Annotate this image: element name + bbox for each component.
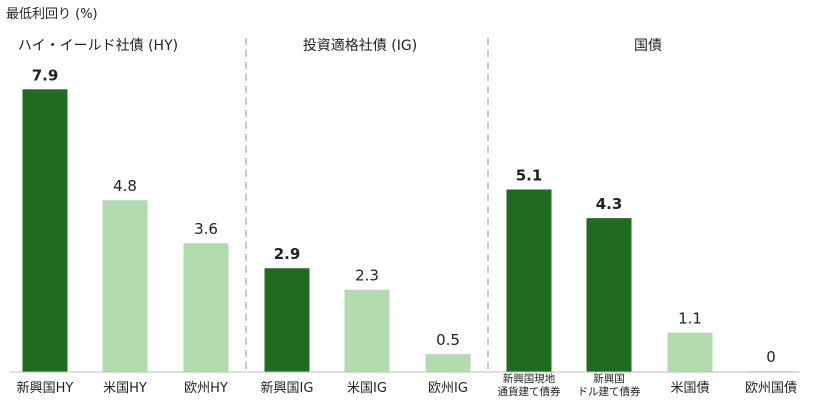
data-label: 2.9 [274,245,301,263]
data-label: 0 [766,348,776,366]
bar [506,189,552,372]
bar [586,218,632,372]
bar [183,243,229,372]
bar [102,200,148,372]
bar [264,268,310,372]
data-label: 2.3 [355,267,379,285]
category-label: 新興国ドル建て債券 [578,372,641,398]
category-label: 欧州IG [428,381,468,396]
data-label: 0.5 [436,331,460,349]
data-label: 7.9 [32,66,59,84]
group-title: 投資適格社債 (IG) [303,37,417,54]
category-label: 新興国HY [17,380,74,396]
category-label: 米国IG [347,381,387,396]
data-label: 5.1 [516,167,543,185]
data-label: 4.8 [113,177,137,195]
category-label: 新興国現地通貨建て債券 [498,372,561,398]
data-label: 1.1 [678,310,702,328]
category-label: 米国債 [670,381,709,396]
y-axis-label: 最低利回り (%) [6,7,98,22]
category-label: 欧州国債 [745,381,797,396]
data-label: 3.6 [194,220,218,238]
category-label: 新興国IG [261,380,314,396]
category-label: 欧州HY [184,381,228,396]
bar [667,332,713,372]
bar [22,89,68,372]
data-label: 4.3 [596,195,623,213]
bar [425,354,471,372]
group-title: ハイ・イールド社債 (HY) [18,38,178,54]
group-title: 国債 [634,38,662,54]
bar [344,289,390,372]
category-label: 米国HY [103,381,147,396]
